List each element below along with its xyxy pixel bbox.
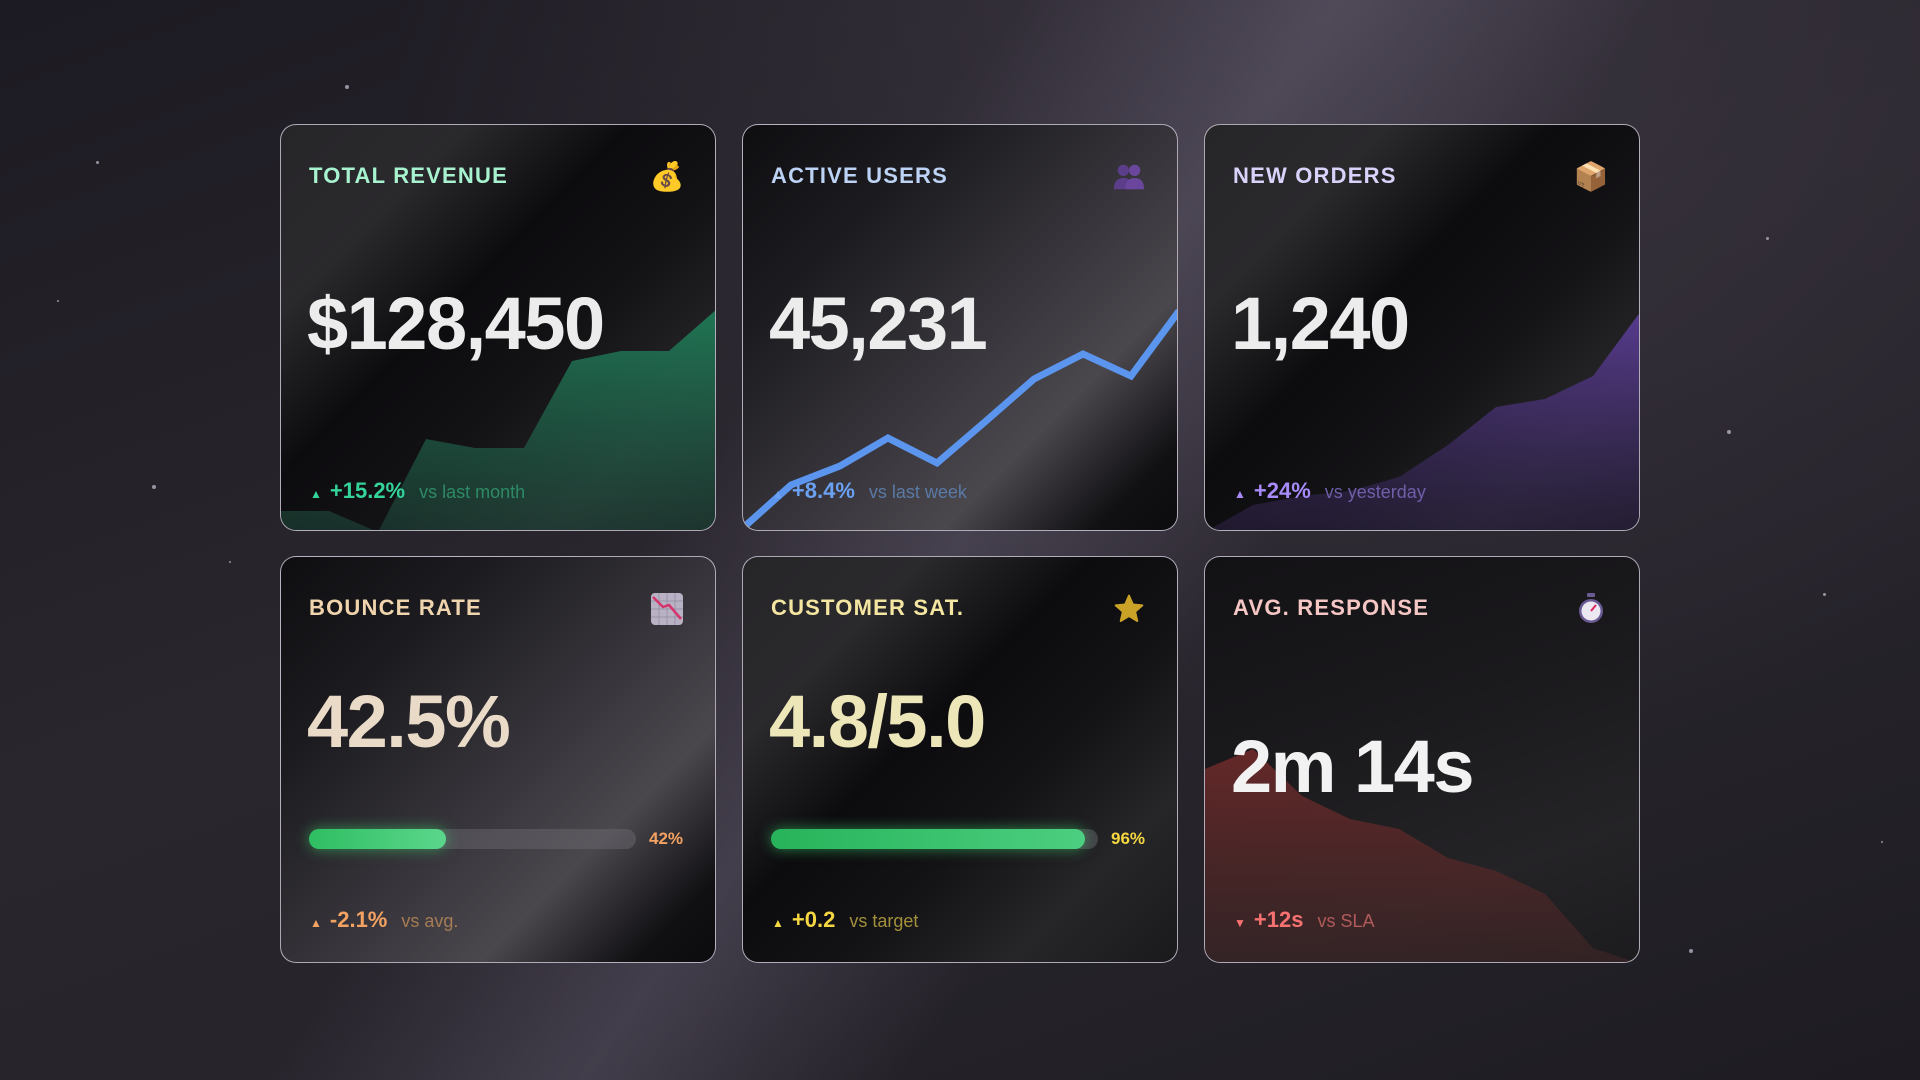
- card-active-users[interactable]: ACTIVE USERS 45,231 ▲ +8.4% vs last week: [742, 124, 1178, 531]
- kpi-value: 42.5%: [307, 680, 511, 763]
- satisfaction-progress-bar: [771, 829, 1098, 849]
- trend-comparison: vs last month: [419, 482, 526, 502]
- trend-delta: +15.2%: [329, 478, 406, 503]
- trend-comparison: vs last week: [868, 482, 967, 502]
- card-avg-response[interactable]: AVG. RESPONSE 2m 14s ▼ +12s vs SLA: [1204, 556, 1640, 963]
- trend-delta: +12s: [1253, 907, 1304, 932]
- trend-footer: ▲ +0.2 vs target: [772, 907, 918, 933]
- kpi-value: 4.8/5.0: [769, 680, 986, 763]
- chart-decreasing-icon: [651, 593, 683, 625]
- trend-up-icon: ▲: [310, 487, 322, 501]
- trend-up-icon: ▲: [1234, 487, 1246, 501]
- users-icon: [1113, 161, 1145, 193]
- users-line-chart: [743, 308, 1177, 530]
- kpi-value: 1,240: [1231, 282, 1410, 365]
- star-decoration: [1823, 593, 1826, 596]
- trend-footer: ▲ +15.2% vs last month: [310, 478, 525, 504]
- star-icon: [1113, 593, 1145, 625]
- kpi-value: 2m 14s: [1231, 725, 1474, 808]
- trend-up-icon: ▲: [772, 487, 784, 501]
- trend-delta: -2.1%: [329, 907, 388, 932]
- trend-comparison: vs target: [849, 911, 919, 931]
- card-title: TOTAL REVENUE: [309, 163, 508, 188]
- card-customer-satisfaction[interactable]: CUSTOMER SAT. 4.8/5.0 96% ▲ +0.2 vs targ…: [742, 556, 1178, 963]
- progress-fill: [771, 829, 1085, 849]
- star-decoration: [1727, 430, 1731, 434]
- trend-delta: +0.2: [791, 907, 836, 932]
- card-bounce-rate[interactable]: BOUNCE RATE 42.5% 42% ▲ -2.1% vs avg.: [280, 556, 716, 963]
- stopwatch-icon: [1575, 593, 1607, 625]
- trend-up-icon: ▲: [772, 916, 784, 930]
- trend-delta: +8.4%: [791, 478, 855, 503]
- card-title: ACTIVE USERS: [771, 163, 948, 188]
- trend-footer: ▲ -2.1% vs avg.: [310, 907, 458, 933]
- trend-delta: +24%: [1253, 478, 1311, 503]
- progress-fill: [309, 829, 447, 849]
- star-decoration: [229, 561, 231, 563]
- progress-label: 42%: [649, 829, 684, 848]
- card-title: BOUNCE RATE: [309, 595, 482, 620]
- star-decoration: [1766, 237, 1769, 240]
- star-decoration: [345, 85, 349, 89]
- response-area-chart: [1205, 749, 1635, 962]
- card-total-revenue[interactable]: TOTAL REVENUE 💰 $128,450 ▲ +15.2% vs las…: [280, 124, 716, 531]
- trend-comparison: vs SLA: [1317, 911, 1375, 931]
- trend-footer: ▼ +12s vs SLA: [1234, 907, 1374, 933]
- star-decoration: [152, 485, 156, 489]
- progress-label: 96%: [1111, 829, 1146, 848]
- trend-down-icon: ▼: [1234, 916, 1246, 930]
- trend-footer: ▲ +24% vs yesterday: [1234, 478, 1426, 504]
- package-icon: 📦: [1573, 161, 1609, 192]
- trend-comparison: vs yesterday: [1324, 482, 1426, 502]
- card-title: CUSTOMER SAT.: [771, 595, 965, 620]
- card-title: NEW ORDERS: [1233, 163, 1397, 188]
- kpi-grid: TOTAL REVENUE 💰 $128,450 ▲ +15.2% vs las…: [280, 124, 1640, 963]
- kpi-value: 45,231: [769, 282, 988, 365]
- bounce-progress-bar: [309, 829, 636, 849]
- star-decoration: [57, 300, 59, 302]
- star-decoration: [1689, 949, 1693, 953]
- card-new-orders[interactable]: NEW ORDERS 📦 1,240 ▲ +24% vs yesterday: [1204, 124, 1640, 531]
- star-decoration: [1881, 841, 1883, 843]
- trend-footer: ▲ +8.4% vs last week: [772, 478, 967, 504]
- money-bag-icon: 💰: [649, 161, 685, 192]
- star-decoration: [96, 161, 99, 164]
- card-title: AVG. RESPONSE: [1233, 595, 1430, 620]
- revenue-area-chart: [281, 310, 715, 530]
- orders-area-chart: [1208, 313, 1639, 530]
- trend-up-icon: ▲: [310, 916, 322, 930]
- kpi-value: $128,450: [307, 282, 605, 365]
- trend-comparison: vs avg.: [401, 911, 459, 931]
